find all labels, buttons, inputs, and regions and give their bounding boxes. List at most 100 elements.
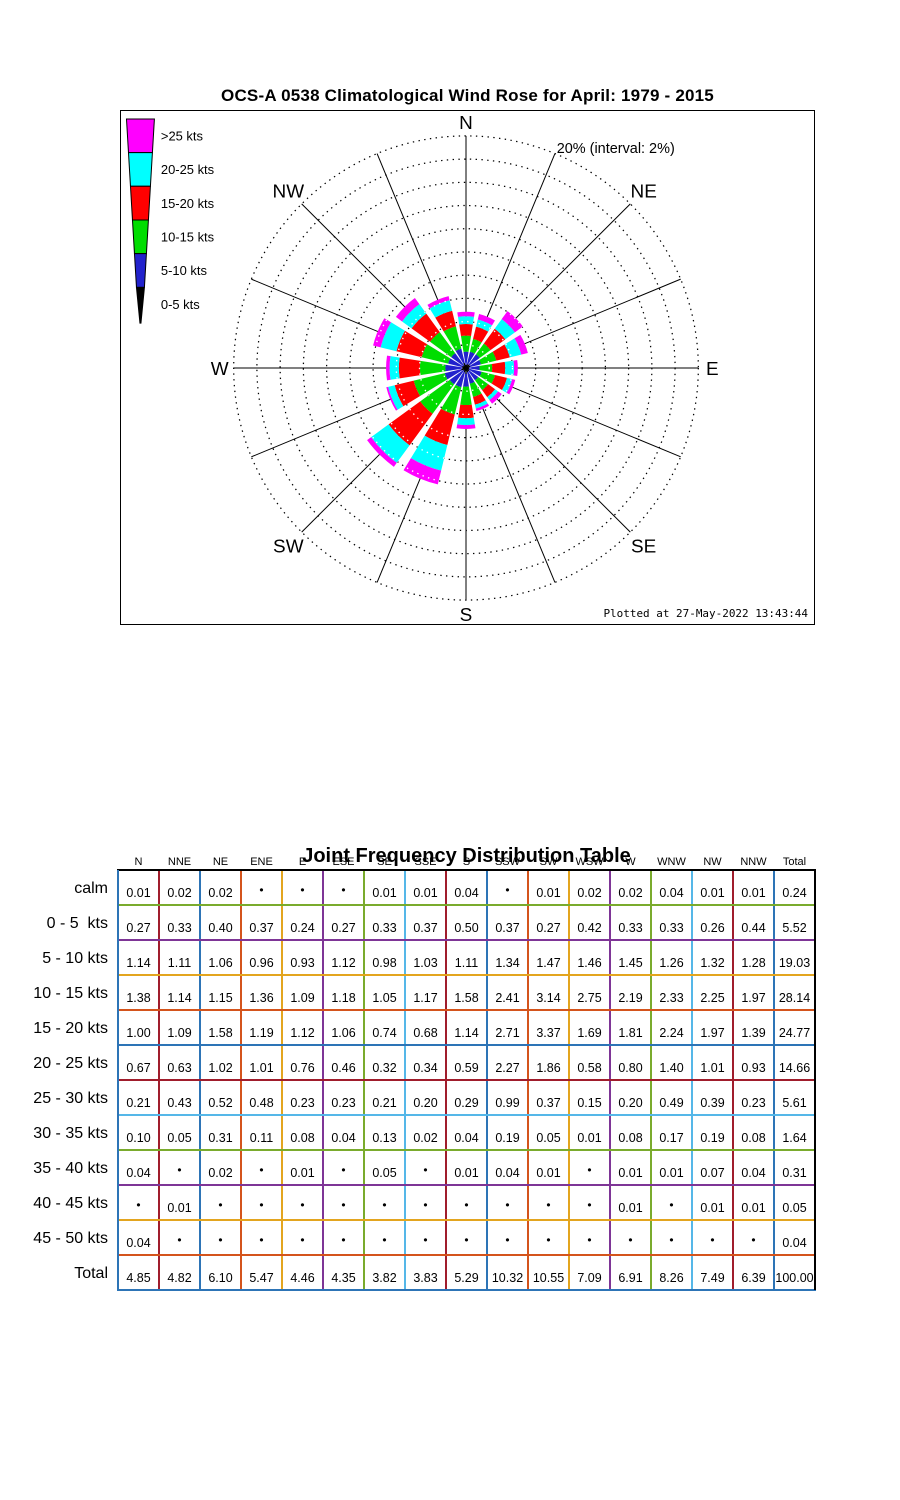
col-header-wsw: WSW <box>575 856 604 868</box>
table-cell: 0.24 <box>290 921 315 935</box>
rose-petal-nne <box>469 338 482 354</box>
table-cell: 0.52 <box>208 1096 233 1110</box>
rose-petal-wnw <box>462 366 467 368</box>
table-cell: 1.81 <box>618 1026 643 1040</box>
table-cell: 0.68 <box>413 1026 438 1040</box>
table-cell: 0.02 <box>208 886 233 900</box>
rose-petal-nw <box>463 365 467 368</box>
table-cell: 1.09 <box>290 991 315 1005</box>
table-cell: 0.01 <box>413 886 438 900</box>
table-cell: 0.27 <box>126 921 151 935</box>
table-cell: 0.15 <box>577 1096 602 1110</box>
table-cell: 1.17 <box>413 991 438 1005</box>
row-label: 5 - 10 kts <box>42 950 108 967</box>
table-cell: 0.80 <box>618 1061 643 1075</box>
table-cell: • <box>200 1220 241 1255</box>
table-cell: • <box>487 1220 528 1255</box>
trace-dot: • <box>423 1233 428 1247</box>
table-cell: • <box>364 1220 405 1255</box>
table-cell: 0.04 <box>454 886 479 900</box>
trace-dot: • <box>382 1233 387 1247</box>
row-label: Total <box>74 1265 108 1282</box>
table-cell: 0.59 <box>454 1061 479 1075</box>
rose-petal-ese <box>502 377 513 393</box>
trace-dot: • <box>259 1198 264 1212</box>
table-cell: 0.39 <box>700 1096 725 1110</box>
rose-petal-sse <box>466 367 469 373</box>
rose-petal-s <box>457 417 475 426</box>
trace-dot: • <box>136 1198 141 1212</box>
table-cell: 0.02 <box>577 886 602 900</box>
table-cell: 0.21 <box>126 1096 151 1110</box>
rose-petal-ene <box>466 365 471 368</box>
rose-petal-wnw <box>448 358 463 368</box>
table-frame-right <box>814 870 816 1290</box>
table-cell: • <box>282 1185 323 1220</box>
trace-dot: • <box>341 1198 346 1212</box>
rose-petal-w <box>419 360 446 376</box>
rose-petal-e <box>513 359 518 377</box>
table-cell: 1.36 <box>249 991 274 1005</box>
grid-row-line <box>118 1219 815 1221</box>
rose-petal-nne <box>466 351 475 365</box>
trace-dot: • <box>341 1233 346 1247</box>
table-cell: 4.82 <box>167 1271 192 1285</box>
compass-label-nw: NW <box>273 181 305 202</box>
table-cell: 0.50 <box>454 921 479 935</box>
rose-petal-s <box>463 373 469 387</box>
rose-petal-sse <box>474 400 488 409</box>
rose-petal-wnw <box>396 330 428 358</box>
row-label: 35 - 40 kts <box>33 1160 108 1177</box>
rose-petal-ese <box>506 379 516 395</box>
table-cell: 0.10 <box>126 1131 151 1145</box>
table-cell: 0.04 <box>126 1166 151 1180</box>
row-label: 30 - 35 kts <box>33 1125 108 1142</box>
table-cell: 1.00 <box>126 1026 151 1040</box>
col-header-ene: ENE <box>250 856 273 868</box>
rose-petal-n <box>465 364 467 368</box>
trace-dot: • <box>546 1198 551 1212</box>
trace-dot: • <box>300 1198 305 1212</box>
table-cell: 0.08 <box>290 1131 315 1145</box>
polar-ring <box>233 135 699 601</box>
rose-petal-ne <box>466 364 470 368</box>
table-cell: 0.33 <box>167 921 192 935</box>
row-label: 40 - 45 kts <box>33 1195 108 1212</box>
table-cell: 1.14 <box>126 956 151 970</box>
rose-petal-ssw <box>403 458 442 485</box>
rose-petal-nw <box>451 353 465 367</box>
table-cell: 28.14 <box>778 991 811 1005</box>
col-header-sse: SSE <box>414 856 437 868</box>
table-cell: 100.00 <box>775 1271 814 1285</box>
table-cell: 1.97 <box>700 1026 725 1040</box>
table-cell: 0.17 <box>659 1131 684 1145</box>
table-cell: 1.40 <box>659 1061 684 1075</box>
table-cell: 0.01 <box>618 1201 643 1215</box>
col-header-ne: NE <box>212 856 229 868</box>
rose-petal-sse <box>473 393 486 405</box>
rose-petal-wsw <box>413 373 448 396</box>
rose-petal-nnw <box>463 363 467 368</box>
table-cell: • <box>323 870 364 905</box>
legend-swatch-0-5-kts <box>135 286 145 324</box>
table-cell: 0.04 <box>126 1236 151 1250</box>
table-cell: 0.20 <box>618 1096 643 1110</box>
table-cell: 1.12 <box>331 956 356 970</box>
table-cell: 0.42 <box>577 921 602 935</box>
table-cell: • <box>323 1220 364 1255</box>
table-cell: • <box>323 1150 364 1185</box>
trace-dot: • <box>341 1163 346 1177</box>
table-cell: 2.75 <box>577 991 602 1005</box>
table-cell: 5.61 <box>782 1096 807 1110</box>
compass-label-sw: SW <box>273 536 304 557</box>
table-cell: 1.32 <box>700 956 725 970</box>
table-cell: • <box>200 1185 241 1220</box>
table-cell: 0.05 <box>372 1166 397 1180</box>
col-header-nne: NNE <box>167 856 192 868</box>
rose-petal-nne <box>477 313 495 326</box>
table-title: Joint Frequency Distribution Table <box>302 845 631 867</box>
trace-dot: • <box>505 883 510 897</box>
table-cell: 3.82 <box>372 1271 397 1285</box>
table-cell: 0.31 <box>208 1131 233 1145</box>
